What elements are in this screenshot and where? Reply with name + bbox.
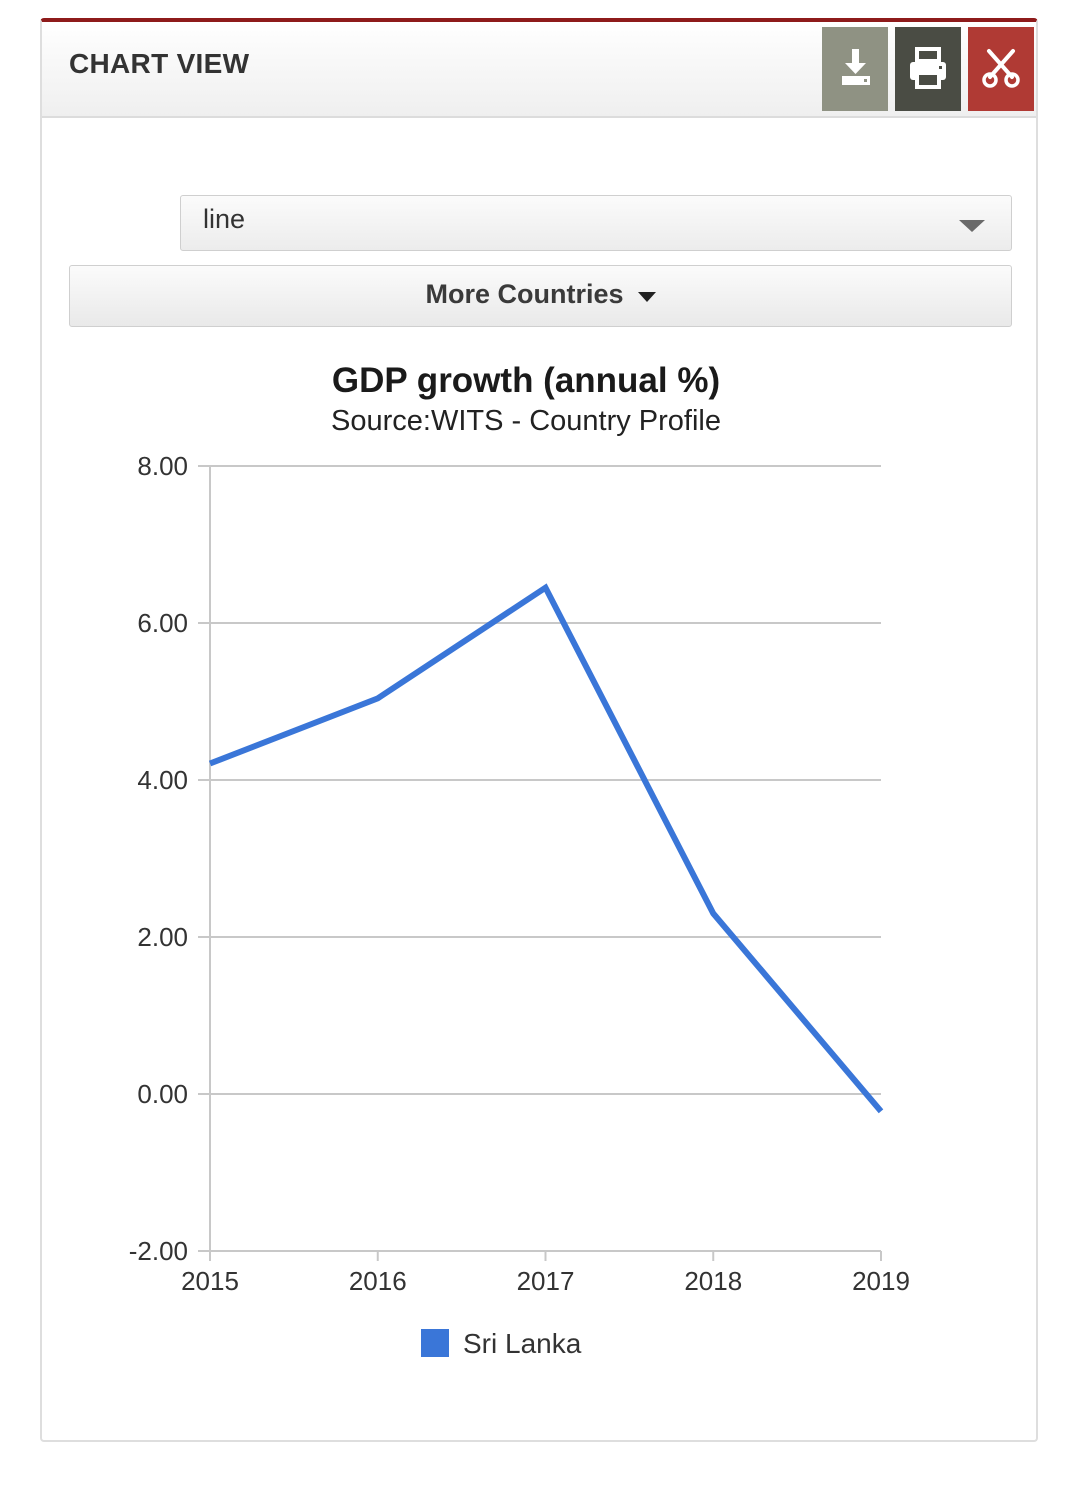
chart-view-panel: CHART VIEW [40,18,1038,1442]
chevron-down-icon [959,220,985,232]
more-countries-label: More Countries [425,279,624,309]
chart-type-value: line [203,204,246,234]
chart-type-select[interactable]: line [180,195,1012,251]
x-tick-label: 2015 [181,1266,239,1296]
panel-title: CHART VIEW [69,48,250,79]
legend[interactable]: Sri Lanka [421,1328,582,1359]
scissors-button[interactable] [968,27,1034,111]
chart-subtitle: Source:WITS - Country Profile [331,405,721,437]
axes [198,465,882,1261]
caret-down-icon [637,291,656,302]
print-button[interactable] [895,27,961,111]
grid-lines [210,465,881,1095]
x-tick-label: 2019 [852,1266,910,1296]
x-tick-labels: 2015 2016 2017 2018 2019 [181,1266,910,1296]
y-tick-label: 6.00 [137,608,188,638]
legend-swatch[interactable] [421,1329,449,1357]
x-tick-label: 2016 [349,1266,407,1296]
x-tick-label: 2018 [684,1266,742,1296]
scissors-icon [982,49,1020,88]
series-lines [208,583,884,1114]
y-tick-label: 0.00 [137,1079,188,1109]
legend-label[interactable]: Sri Lanka [463,1328,582,1359]
y-tick-label: 4.00 [137,765,188,795]
y-tick-labels: 8.00 6.00 4.00 2.00 0.00 -2.00 [129,451,188,1266]
y-tick-label: 8.00 [137,451,188,481]
panel-header: CHART VIEW [42,22,1036,118]
series-line [208,583,884,1114]
more-countries-button[interactable]: More Countries [69,265,1012,327]
x-tick-label: 2017 [517,1266,575,1296]
download-icon [842,49,870,85]
chart-title: GDP growth (annual %) [332,361,720,400]
download-button[interactable] [822,27,888,111]
y-tick-label: -2.00 [129,1236,188,1266]
print-icon [910,47,946,89]
y-tick-label: 2.00 [137,922,188,952]
